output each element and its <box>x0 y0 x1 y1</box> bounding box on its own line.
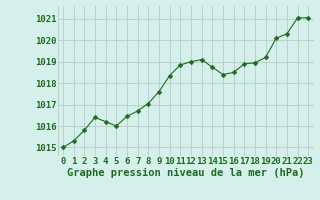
X-axis label: Graphe pression niveau de la mer (hPa): Graphe pression niveau de la mer (hPa) <box>67 168 304 178</box>
